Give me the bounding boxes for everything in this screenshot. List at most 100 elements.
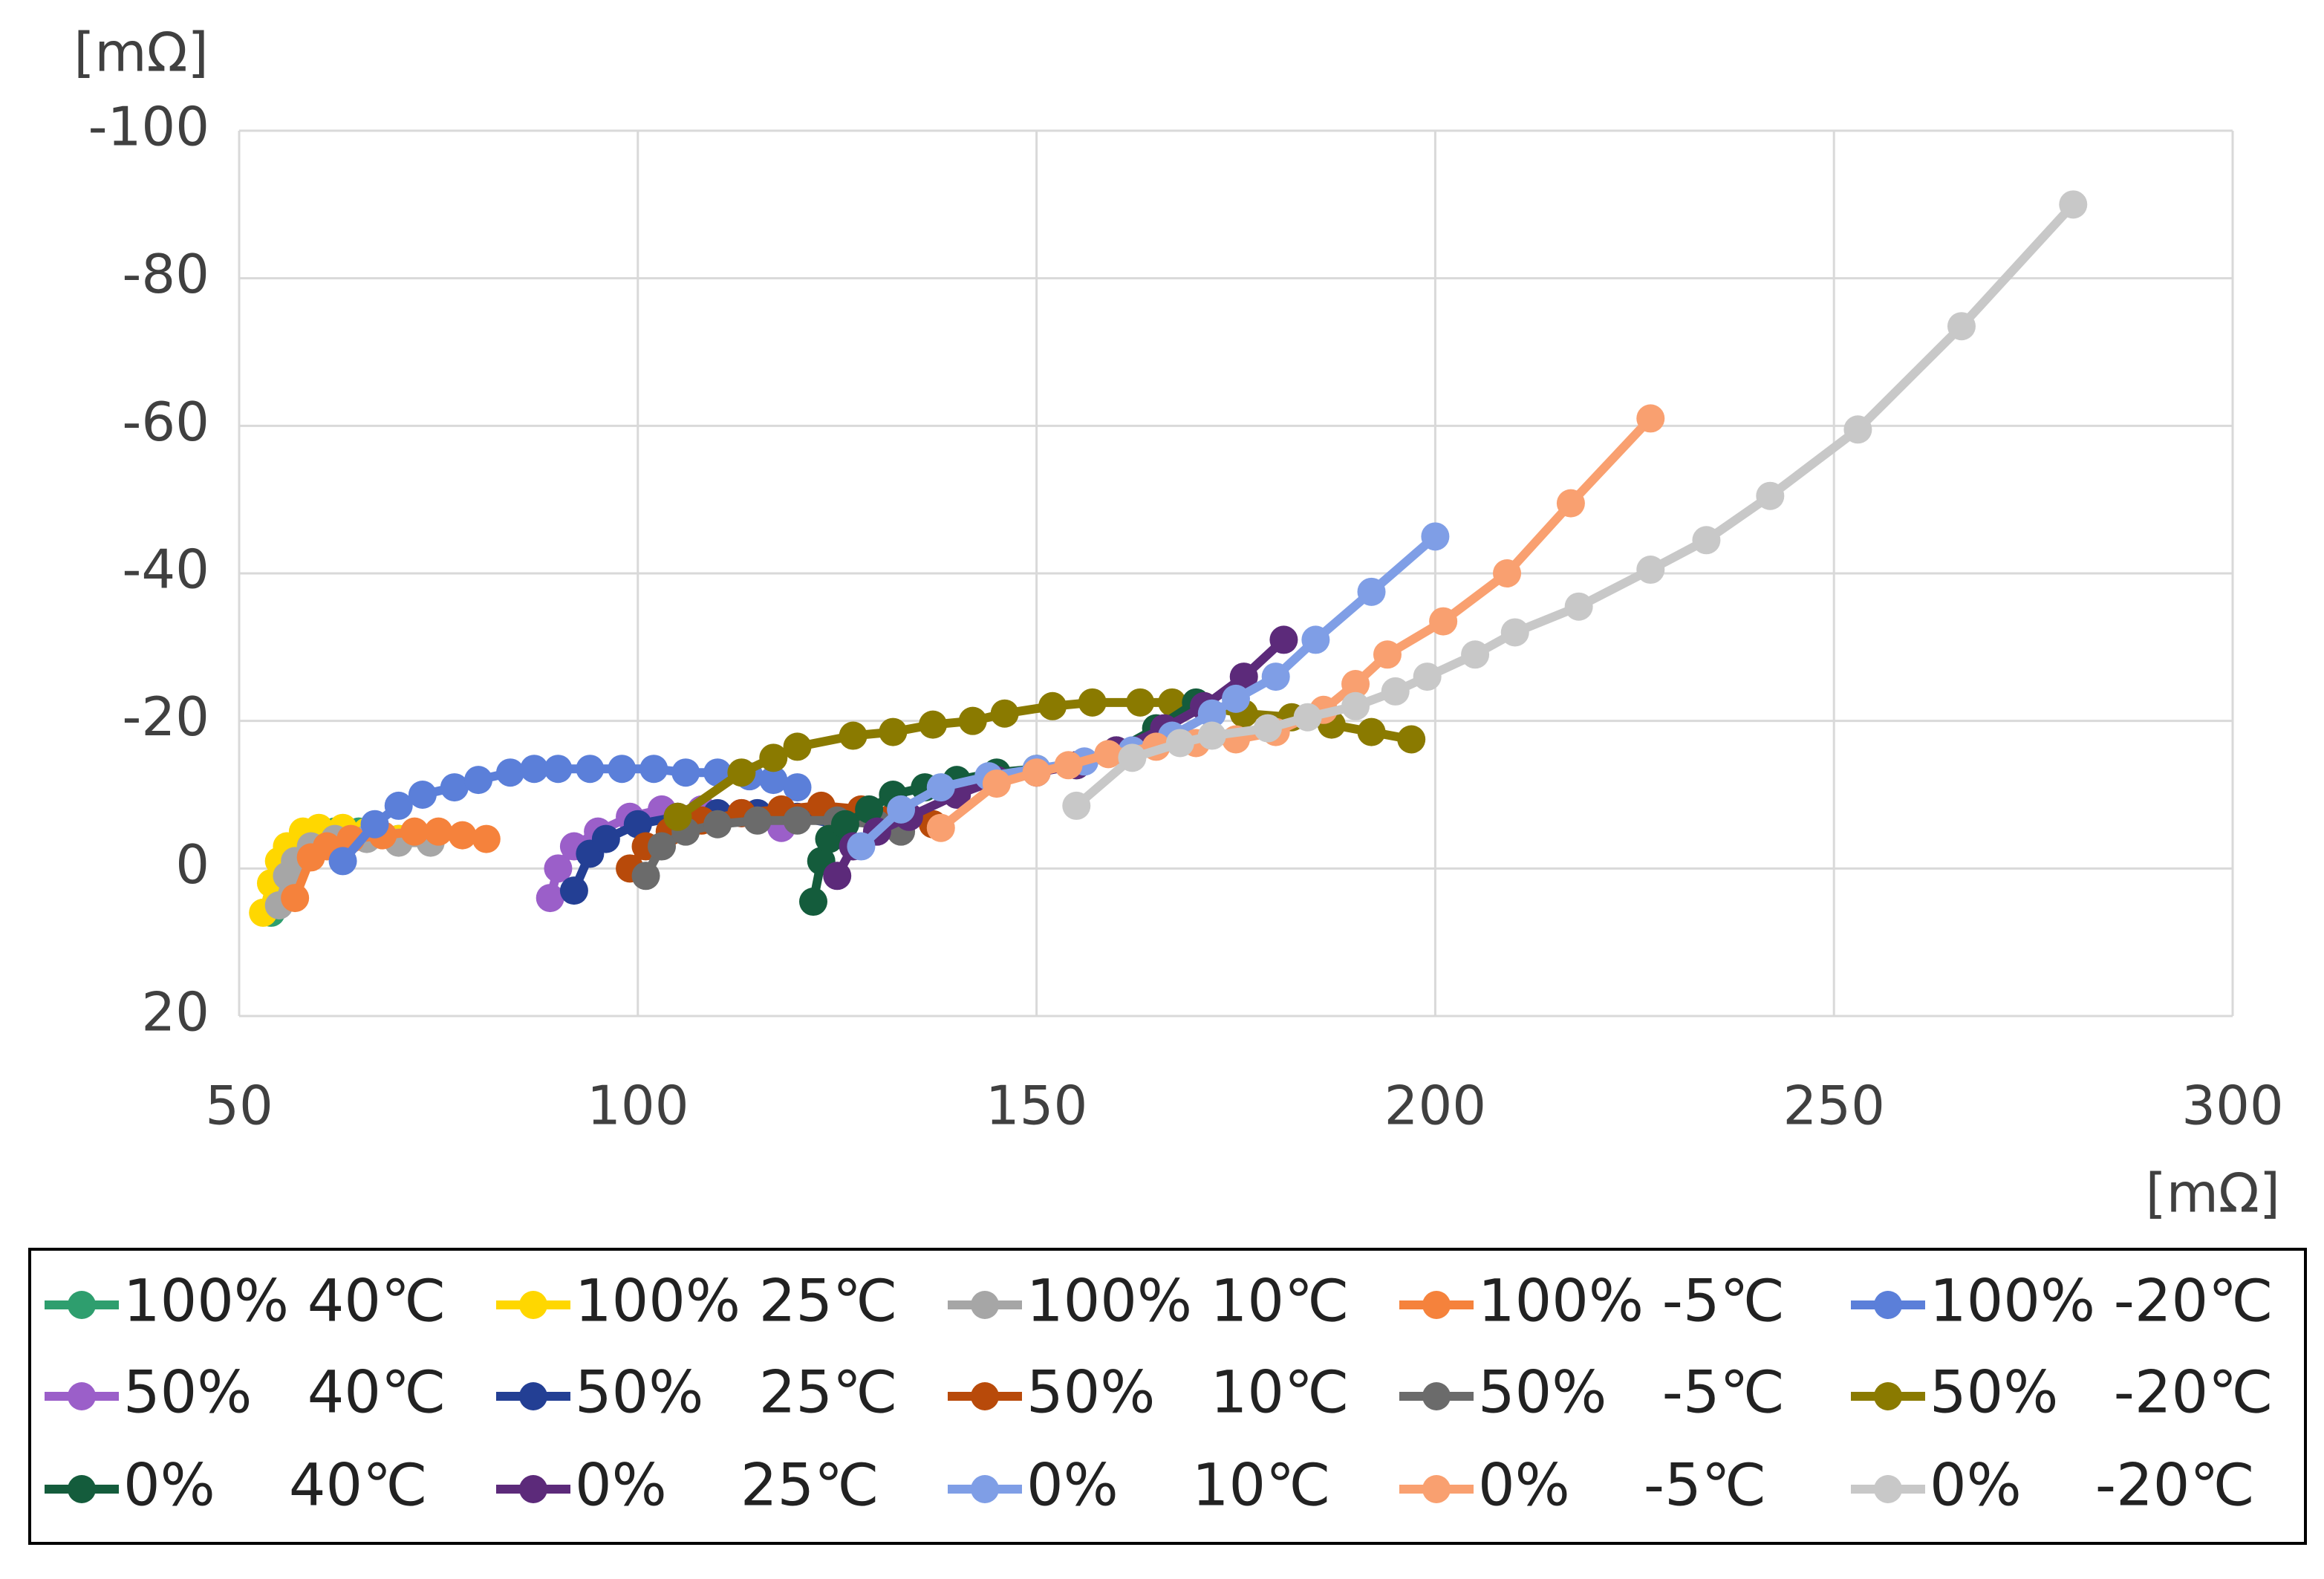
data-point bbox=[1341, 670, 1370, 698]
legend-swatch-marker bbox=[1874, 1382, 1902, 1410]
data-point bbox=[1126, 688, 1155, 717]
data-point bbox=[631, 862, 660, 891]
data-point bbox=[887, 795, 916, 824]
data-point bbox=[990, 699, 1019, 728]
data-point bbox=[1118, 743, 1147, 772]
data-point bbox=[1421, 522, 1450, 551]
data-point bbox=[328, 847, 357, 876]
data-point bbox=[1094, 740, 1123, 769]
data-point bbox=[671, 758, 700, 787]
data-point bbox=[623, 810, 652, 839]
data-point bbox=[544, 755, 573, 784]
legend-swatch-marker bbox=[519, 1475, 547, 1503]
data-point bbox=[1493, 559, 1522, 587]
data-point bbox=[759, 766, 788, 795]
data-point bbox=[1022, 758, 1051, 787]
data-point bbox=[1756, 481, 1785, 510]
data-point bbox=[823, 862, 852, 891]
data-point bbox=[440, 773, 469, 802]
data-point bbox=[1413, 662, 1442, 691]
legend-swatch-marker bbox=[519, 1291, 547, 1319]
data-point bbox=[1197, 721, 1226, 750]
y-tick-label: -100 bbox=[88, 96, 209, 158]
data-point bbox=[1165, 729, 1194, 758]
data-point bbox=[1373, 640, 1402, 669]
data-point bbox=[663, 802, 692, 831]
y-axis-label: [mΩ] bbox=[74, 22, 208, 84]
legend-swatch-marker bbox=[68, 1291, 96, 1319]
legend-label: 50% -5℃ bbox=[1478, 1359, 1785, 1426]
data-point bbox=[1301, 625, 1330, 654]
legend-swatch-marker bbox=[971, 1475, 999, 1503]
data-point bbox=[384, 791, 413, 820]
legend-label: 50% -20℃ bbox=[1930, 1359, 2273, 1426]
data-point bbox=[591, 824, 620, 853]
data-point bbox=[1357, 717, 1386, 746]
x-tick-label: 100 bbox=[587, 1075, 689, 1137]
legend-swatch-marker bbox=[1422, 1382, 1451, 1410]
legend-label: 0% 40℃ bbox=[123, 1452, 428, 1519]
data-point bbox=[400, 817, 429, 846]
data-point bbox=[408, 781, 437, 809]
legend-swatch-marker bbox=[1422, 1475, 1451, 1503]
y-tick-label: -40 bbox=[122, 538, 209, 601]
data-point bbox=[855, 795, 884, 824]
data-point bbox=[281, 884, 310, 913]
data-point bbox=[1054, 751, 1083, 780]
y-tick-label: -60 bbox=[122, 391, 209, 453]
data-point bbox=[1229, 662, 1258, 691]
data-point bbox=[648, 832, 677, 861]
legend-label: 100% 10℃ bbox=[1026, 1268, 1350, 1335]
x-tick-label: 50 bbox=[205, 1075, 273, 1137]
legend-swatch-marker bbox=[68, 1382, 96, 1410]
data-point bbox=[783, 773, 812, 802]
data-point bbox=[743, 806, 772, 835]
x-tick-label: 250 bbox=[1783, 1075, 1884, 1137]
legend-label: 100% -5℃ bbox=[1478, 1268, 1785, 1335]
x-tick-label: 200 bbox=[1384, 1075, 1486, 1137]
legend-label: 50% 40℃ bbox=[123, 1359, 446, 1426]
data-point bbox=[982, 769, 1011, 798]
legend-label: 100% 40℃ bbox=[123, 1268, 446, 1335]
data-point bbox=[544, 854, 573, 883]
data-point bbox=[703, 810, 732, 839]
data-point bbox=[926, 773, 955, 802]
data-point bbox=[1636, 556, 1665, 585]
data-point bbox=[783, 806, 812, 835]
legend-swatch-marker bbox=[519, 1382, 547, 1410]
data-point bbox=[919, 710, 948, 739]
legend-label: 100% -20℃ bbox=[1930, 1268, 2273, 1335]
x-tick-label: 300 bbox=[2181, 1075, 2283, 1137]
data-point bbox=[1397, 725, 1426, 754]
data-point bbox=[1947, 312, 1976, 341]
legend-box bbox=[28, 1248, 2307, 1545]
legend-swatch-marker bbox=[1422, 1291, 1451, 1319]
data-point bbox=[1222, 684, 1250, 713]
data-point bbox=[839, 721, 868, 750]
y-tick-label: -80 bbox=[122, 243, 209, 305]
data-point bbox=[783, 732, 812, 761]
data-point bbox=[559, 876, 588, 905]
data-point bbox=[424, 817, 453, 846]
data-point bbox=[608, 755, 637, 784]
data-point bbox=[798, 888, 827, 917]
legend-label: 50% 10℃ bbox=[1026, 1359, 1350, 1426]
x-axis-label: [mΩ] bbox=[2146, 1162, 2280, 1225]
data-point bbox=[1269, 625, 1298, 654]
data-point bbox=[1357, 577, 1386, 606]
legend-swatch-marker bbox=[971, 1382, 999, 1410]
legend-swatch-marker bbox=[1874, 1475, 1902, 1503]
y-tick-label: 20 bbox=[141, 981, 209, 1044]
data-point bbox=[496, 758, 525, 787]
data-point bbox=[759, 743, 788, 772]
data-point bbox=[536, 884, 564, 913]
data-point bbox=[576, 755, 605, 784]
data-point bbox=[879, 717, 908, 746]
data-point bbox=[1062, 791, 1091, 820]
data-point bbox=[472, 824, 501, 853]
data-point bbox=[448, 821, 477, 850]
data-point bbox=[360, 810, 389, 839]
